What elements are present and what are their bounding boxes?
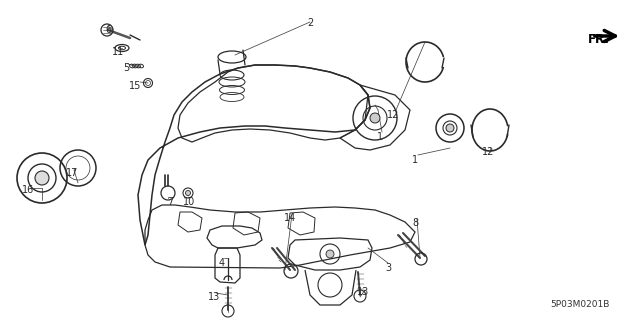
Circle shape [446, 124, 454, 132]
Text: 5P03M0201B: 5P03M0201B [550, 300, 610, 309]
Text: 14: 14 [284, 213, 296, 223]
Text: 1: 1 [412, 155, 418, 165]
Text: 3: 3 [385, 263, 391, 273]
Text: 1: 1 [377, 132, 383, 142]
Text: FR.: FR. [588, 33, 610, 46]
Text: 8: 8 [412, 218, 418, 228]
Text: 4: 4 [219, 258, 225, 268]
Text: 13: 13 [357, 287, 369, 297]
Circle shape [186, 190, 191, 196]
Text: 16: 16 [22, 185, 34, 195]
Text: 17: 17 [66, 168, 78, 178]
Text: 13: 13 [208, 292, 220, 302]
Text: 12: 12 [482, 147, 494, 157]
Text: 7: 7 [167, 197, 173, 207]
Text: 10: 10 [183, 197, 195, 207]
Text: 6: 6 [105, 25, 111, 35]
Circle shape [35, 171, 49, 185]
Circle shape [370, 113, 380, 123]
Text: 15: 15 [129, 81, 141, 91]
Text: 12: 12 [387, 110, 399, 120]
Text: 2: 2 [307, 18, 313, 28]
Text: 5: 5 [123, 63, 129, 73]
Circle shape [326, 250, 334, 258]
Text: 11: 11 [112, 47, 124, 57]
